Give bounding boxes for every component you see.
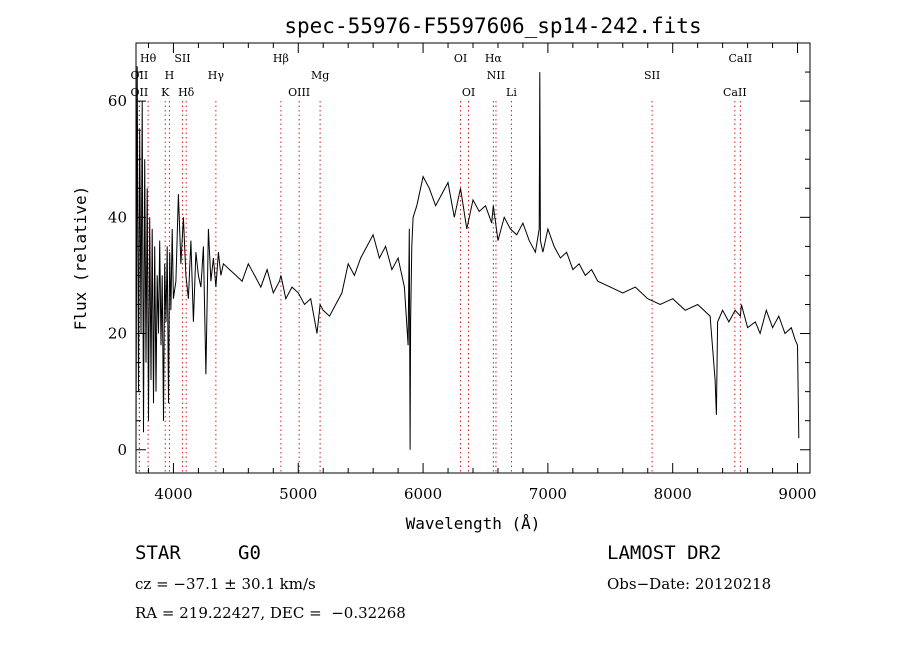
reference-line-label: CaII: [729, 52, 753, 65]
reference-line-label: OII: [131, 86, 149, 99]
reference-line-label: Hδ: [178, 86, 195, 99]
reference-line-label: OIII: [288, 86, 310, 99]
x-tick-label: 6000: [404, 485, 442, 503]
reference-line-label: Hθ: [140, 52, 157, 65]
redshift-velocity: cz = −37.1 ± 30.1 km/s: [135, 575, 316, 593]
reference-line-label: SII: [644, 69, 660, 82]
x-tick-label: 5000: [279, 485, 317, 503]
observation-date: Obs−Date: 20120218: [607, 575, 772, 593]
object-class: STAR: [135, 542, 181, 564]
reference-line-label: OII: [131, 69, 149, 82]
reference-line-label: Hγ: [208, 69, 225, 82]
reference-line-label: K: [161, 86, 170, 99]
reference-line-label: Mg: [311, 69, 329, 82]
reference-line-label: Li: [506, 86, 517, 99]
y-axis-label: Flux (relative): [71, 186, 90, 331]
x-tick-label: 7000: [529, 485, 567, 503]
reference-line-label: Hα: [485, 52, 503, 65]
survey-label: LAMOST DR2: [607, 542, 722, 564]
flux-series-line: [135, 66, 800, 450]
x-axis-label: Wavelength (Å): [406, 514, 541, 533]
y-tick-label: 60: [108, 92, 127, 110]
x-tick-label: 8000: [654, 485, 692, 503]
x-tick-label: 4000: [154, 485, 192, 503]
reference-line-label: Hβ: [273, 52, 289, 65]
reference-line-label: H: [165, 69, 175, 82]
x-tick-label: 9000: [778, 485, 816, 503]
reference-line-label: NII: [487, 69, 505, 82]
y-tick-label: 40: [108, 208, 127, 226]
coordinates: RA = 219.22427, DEC = −0.32268: [135, 604, 406, 622]
reference-line-label: CaII: [723, 86, 747, 99]
y-tick-label: 0: [117, 441, 127, 459]
reference-line-label: SII: [174, 52, 190, 65]
plot-frame: [135, 42, 811, 474]
chart-title: spec-55976-F5597606_sp14-242.fits: [284, 14, 701, 38]
y-tick-label: 20: [108, 325, 127, 343]
reference-line-label: OI: [462, 86, 475, 99]
object-subclass: G0: [238, 542, 261, 564]
reference-line-label: OI: [454, 52, 467, 65]
